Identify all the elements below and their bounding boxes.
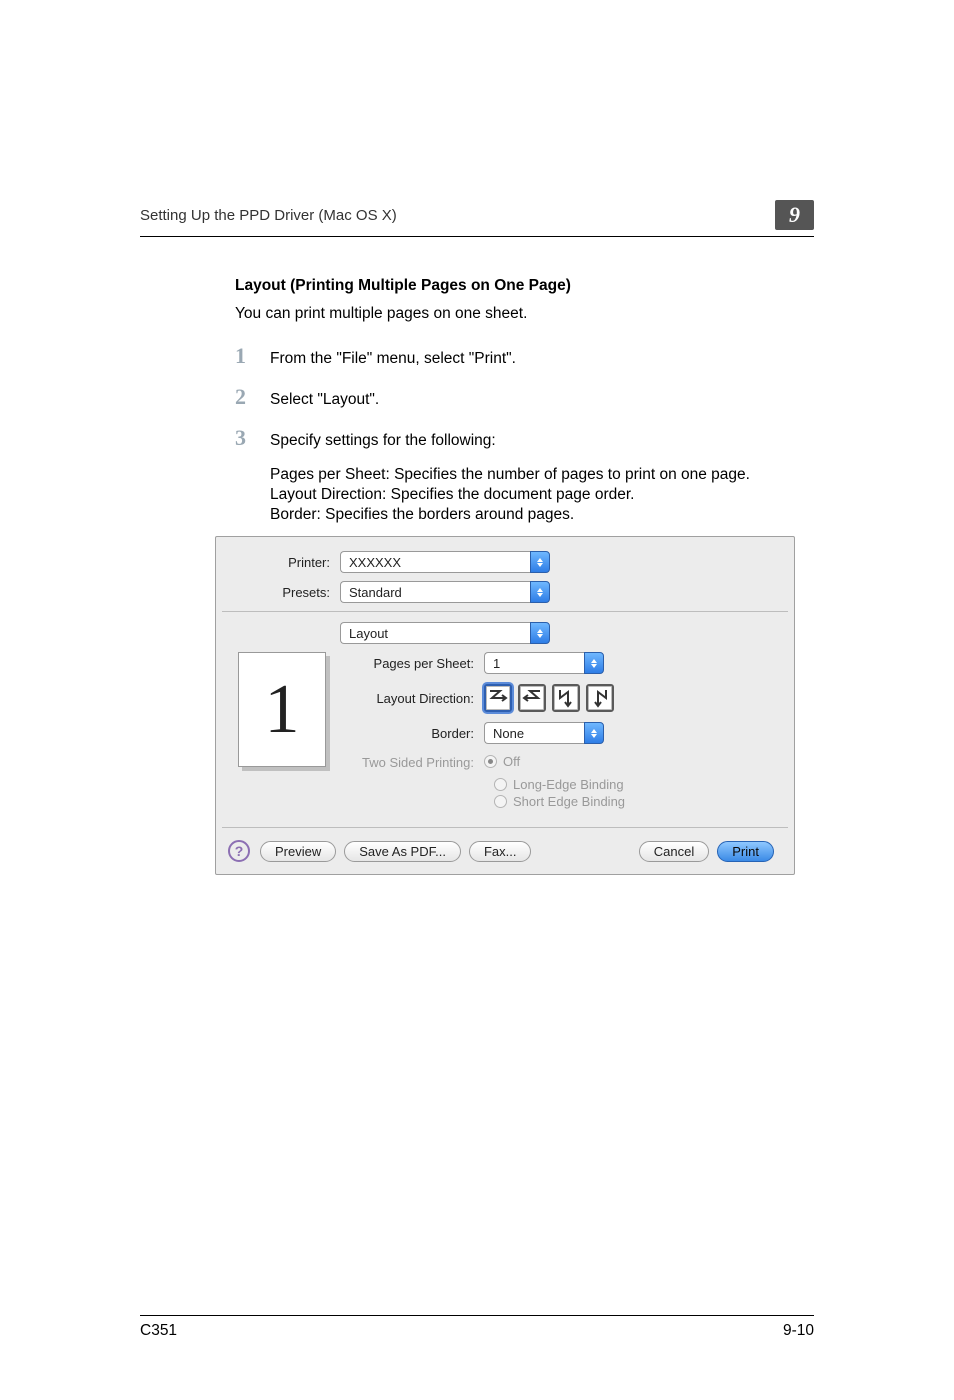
two-sided-off-label: Off [503, 754, 520, 769]
layout-direction-option-3[interactable] [552, 684, 580, 712]
direction-n-mirror-icon [590, 688, 610, 708]
direction-z-icon [488, 688, 508, 708]
printer-select-value: XXXXXX [340, 551, 530, 573]
section-intro: You can print multiple pages on one shee… [235, 305, 814, 323]
printer-label: Printer: [228, 555, 340, 570]
step-text: Select "Layout". [270, 391, 379, 409]
presets-select-value: Standard [340, 581, 530, 603]
step-text: Specify settings for the following: [270, 432, 496, 450]
pages-per-sheet-value: 1 [484, 652, 584, 674]
fax-button[interactable]: Fax... [469, 841, 532, 862]
two-sided-label: Two Sided Printing: [350, 755, 484, 770]
subline: Border: Specifies the borders around pag… [270, 506, 814, 524]
print-dialog: Printer: XXXXXX Presets: Standard [215, 536, 795, 875]
step-text: From the "File" menu, select "Print". [270, 350, 516, 368]
step-number: 1 [235, 343, 270, 369]
presets-select[interactable]: Standard [340, 581, 550, 603]
border-label: Border: [350, 726, 484, 741]
chapter-number-badge: 9 [775, 200, 814, 230]
section-title: Layout (Printing Multiple Pages on One P… [235, 277, 814, 295]
two-sided-short-label: Short Edge Binding [513, 794, 625, 809]
dialog-divider [222, 611, 788, 612]
layout-direction-option-1[interactable] [484, 684, 512, 712]
layout-direction-option-4[interactable] [586, 684, 614, 712]
panel-select[interactable]: Layout [340, 622, 550, 644]
running-title: Setting Up the PPD Driver (Mac OS X) [140, 207, 397, 224]
preview-page-number: 1 [265, 670, 300, 750]
subline: Pages per Sheet: Specifies the number of… [270, 466, 814, 484]
presets-label: Presets: [228, 585, 340, 600]
pages-per-sheet-select[interactable]: 1 [484, 652, 604, 674]
panel-select-value: Layout [340, 622, 530, 644]
footer-page-number: 9-10 [783, 1322, 814, 1340]
subline: Layout Direction: Specifies the document… [270, 486, 814, 504]
footer-divider [140, 1315, 814, 1316]
printer-select[interactable]: XXXXXX [340, 551, 550, 573]
two-sided-short-radio[interactable] [494, 795, 507, 808]
save-as-pdf-button[interactable]: Save As PDF... [344, 841, 461, 862]
select-arrow-icon[interactable] [530, 581, 550, 603]
pages-per-sheet-label: Pages per Sheet: [350, 656, 484, 671]
two-sided-off-radio[interactable] [484, 755, 497, 768]
select-arrow-icon[interactable] [584, 652, 604, 674]
step-number: 3 [235, 425, 270, 451]
step-3: 3 Specify settings for the following: [235, 425, 814, 451]
select-arrow-icon[interactable] [584, 722, 604, 744]
layout-preview: 1 [238, 652, 326, 767]
layout-direction-label: Layout Direction: [350, 691, 484, 706]
select-arrow-icon[interactable] [530, 551, 550, 573]
header-divider [140, 236, 814, 237]
step-2: 2 Select "Layout". [235, 384, 814, 410]
border-select[interactable]: None [484, 722, 604, 744]
two-sided-long-label: Long-Edge Binding [513, 777, 624, 792]
select-arrow-icon[interactable] [530, 622, 550, 644]
two-sided-long-radio[interactable] [494, 778, 507, 791]
help-button[interactable]: ? [228, 840, 250, 862]
cancel-button[interactable]: Cancel [639, 841, 709, 862]
direction-s-icon [522, 688, 542, 708]
layout-direction-option-2[interactable] [518, 684, 546, 712]
preview-button[interactable]: Preview [260, 841, 336, 862]
direction-n-down-icon [556, 688, 576, 708]
footer-model: C351 [140, 1322, 177, 1340]
step-1: 1 From the "File" menu, select "Print". [235, 343, 814, 369]
print-button[interactable]: Print [717, 841, 774, 862]
step-sublines: Pages per Sheet: Specifies the number of… [235, 466, 814, 524]
border-select-value: None [484, 722, 584, 744]
step-number: 2 [235, 384, 270, 410]
